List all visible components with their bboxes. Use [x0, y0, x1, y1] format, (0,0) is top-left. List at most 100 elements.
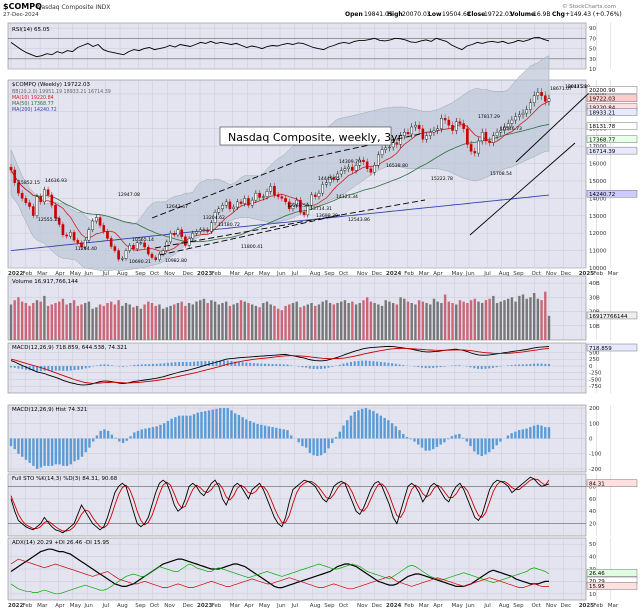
adx-current-box-box [586, 569, 638, 577]
adx-x-label: Feb [212, 603, 222, 609]
volume-bar [477, 301, 480, 340]
macd-histogram-bar [185, 361, 188, 366]
price-x-label: Feb [212, 271, 222, 277]
rsi-y-tick-label: 90 [589, 26, 596, 32]
volume-bar [95, 307, 98, 340]
adx-x-label: Aug [117, 603, 128, 609]
price-candle [399, 135, 402, 145]
volume-bar [458, 300, 462, 340]
macd-hist-bar [349, 415, 353, 439]
macd-hist-bar [50, 438, 54, 466]
ma10-line [10, 100, 550, 252]
volume-bar [43, 295, 46, 340]
volume-bar [469, 300, 473, 340]
price-point-label: 20175.80 [568, 84, 590, 90]
volume-bar [150, 303, 154, 340]
volume-bar [69, 303, 72, 340]
macd-histogram-bar [144, 364, 147, 366]
macd-hist-bar [54, 438, 58, 465]
volume-bar [380, 305, 384, 340]
macd-histogram-bar [327, 365, 330, 368]
price-x-label: Jul [291, 271, 299, 277]
volume-bar [499, 301, 502, 340]
macd-histogram-bar [208, 360, 211, 366]
macd-histogram-bar [51, 365, 54, 371]
price-x-label: Nov [164, 271, 175, 277]
price-candle [280, 196, 284, 199]
price-x-label: May [451, 271, 463, 277]
volume-bar [432, 298, 436, 340]
price-candle [299, 199, 302, 213]
price-candle [518, 114, 521, 117]
macd-hist-bar [334, 436, 338, 439]
price-x-label: Apr [244, 271, 254, 277]
macd-hist-bar [162, 423, 166, 439]
price-candle [236, 201, 239, 208]
volume-bar [210, 300, 213, 340]
macd-current-box-box [586, 343, 638, 352]
volume-y-tick-label: 40B [589, 281, 600, 287]
adx-x-label: Mar [608, 603, 619, 609]
volume-bar [80, 304, 83, 340]
volume-bar [91, 308, 94, 340]
price-candle [95, 217, 98, 222]
price-candle [154, 257, 158, 260]
price-x-label: Sep [513, 271, 524, 277]
price-candle [206, 229, 209, 232]
price-candle [495, 132, 499, 136]
volume-bar [340, 301, 343, 340]
volume-bar [158, 304, 161, 340]
price-point-label: 19944.21 [565, 84, 587, 90]
macd-histogram-bar [338, 364, 341, 366]
price-candle [91, 220, 94, 230]
price-point-label: 18671.07 [550, 86, 572, 92]
macd-hist-bar [338, 431, 341, 439]
volume-bar [109, 301, 113, 340]
volume-bar [388, 301, 391, 340]
price-x-label: Apr [433, 271, 443, 277]
macd-histogram-bar [308, 365, 311, 369]
stochastic-current-box: 84.31 [589, 482, 605, 488]
price-candle [317, 192, 321, 197]
price-y-tick-label: 16000 [589, 162, 607, 168]
volume-bar [377, 304, 380, 340]
macd-hist-bar [308, 438, 312, 453]
volume-bar [247, 303, 250, 340]
macd-hist-bar [170, 418, 173, 439]
volume-bar [336, 303, 339, 340]
volume-bar [243, 301, 246, 340]
macd-histogram-bar [166, 362, 169, 366]
price-candle [477, 140, 480, 154]
macd-histogram-bar [140, 364, 143, 366]
price-y-tick-label: 12000 [589, 231, 607, 237]
volume-bar [254, 305, 258, 340]
macd-histogram-bar [39, 365, 42, 372]
price-candle [373, 165, 376, 173]
macd-histogram-bar [245, 362, 248, 366]
price-point-label: 17817.29 [478, 114, 500, 120]
macd-hist-bar [65, 438, 69, 466]
volume-bar [317, 304, 321, 340]
macd-hist-bar [58, 438, 61, 465]
price-legend-entry: MA(200) 14240.72 [12, 107, 57, 113]
volume-bar [518, 295, 521, 340]
volume-bar [536, 298, 540, 340]
macd-histogram-bar [342, 363, 345, 366]
volume-bar [544, 291, 547, 340]
macd-histogram-bar [491, 365, 494, 368]
volume-bar [395, 304, 399, 340]
macd-hist-bar [226, 408, 229, 439]
adx-current-box: 20.29 [589, 579, 605, 585]
macd-hist-bar [346, 420, 349, 439]
adx-panel: 5040302010ADX(14) 20.29 +DI 26.46 -DI 15… [7, 537, 638, 609]
price-title: $COMPQ (Weekly) 19722.03 [12, 82, 90, 88]
volume-bar [466, 303, 469, 340]
macd-histogram-bar [536, 363, 539, 366]
macd-histogram-bar [163, 363, 166, 366]
price-candle [384, 147, 388, 150]
adx-x-label: Mar [419, 603, 430, 609]
macd-hist-bar [278, 428, 282, 439]
volume-bar [414, 304, 417, 340]
macd-hist-bar [364, 408, 368, 439]
macd-hist-bar [286, 430, 289, 439]
